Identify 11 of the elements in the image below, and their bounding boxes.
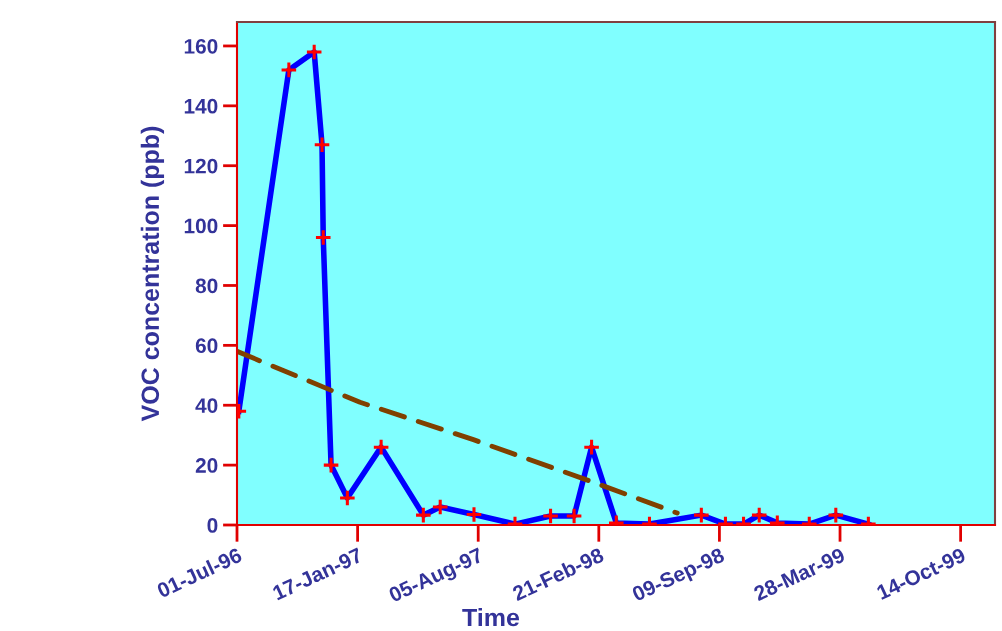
y-tick-label: 120 [184, 158, 218, 174]
y-tick-label: 80 [195, 278, 218, 294]
y-tick-label: 20 [195, 458, 218, 473]
y-axis-title: VOC concentration (ppb) [140, 126, 165, 422]
y-tick-label: 0 [207, 518, 218, 533]
y-tick-label: 100 [184, 218, 218, 234]
y-tick-label: 140 [184, 98, 218, 114]
x-axis-title: Time [462, 607, 520, 627]
y-tick-label: 60 [195, 338, 218, 354]
y-tick-label: 160 [184, 38, 218, 54]
y-tick-label: 40 [195, 398, 218, 413]
